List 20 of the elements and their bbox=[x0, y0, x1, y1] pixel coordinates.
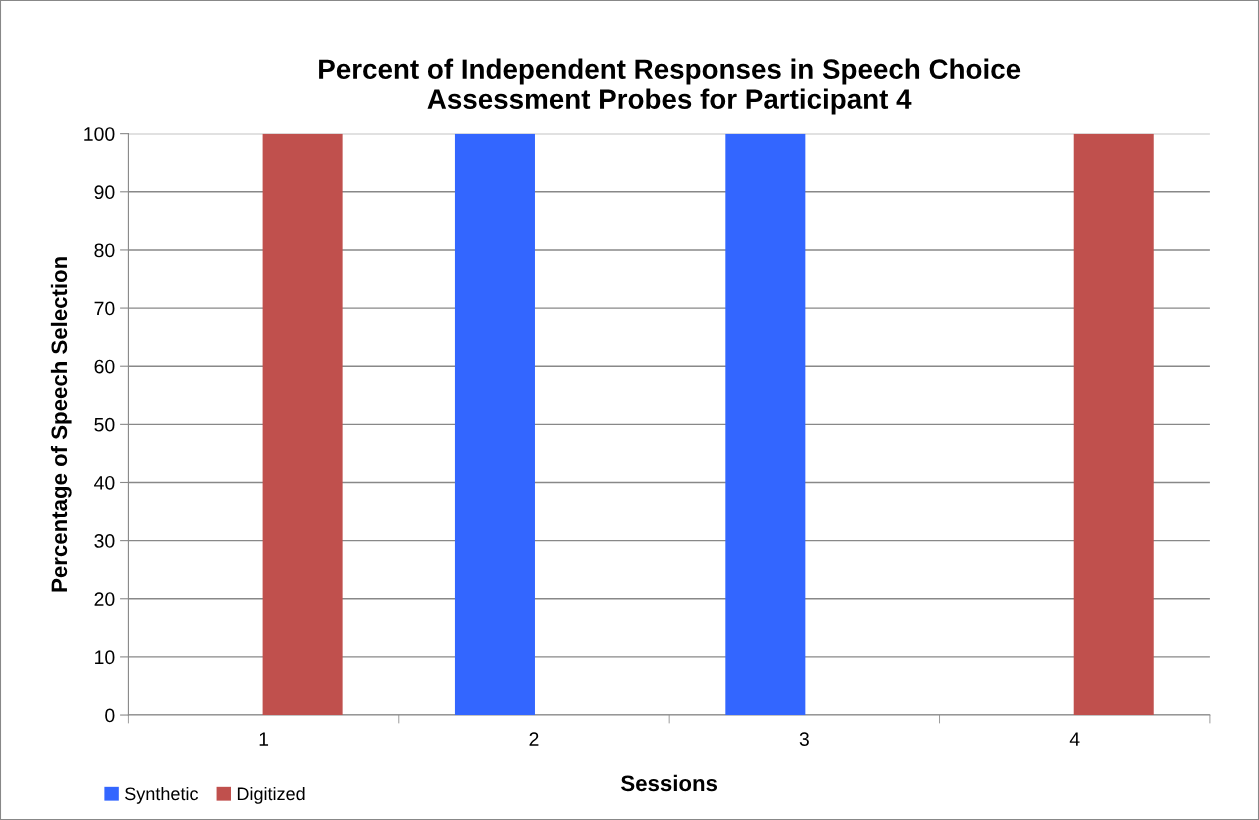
y-tick-label: 60 bbox=[94, 359, 115, 374]
x-axis-title: Sessions bbox=[621, 774, 718, 792]
legend-label: Digitized bbox=[237, 786, 305, 804]
x-tick-label: 2 bbox=[529, 732, 539, 746]
y-tick-label: 0 bbox=[105, 708, 115, 723]
x-tick-label: 3 bbox=[799, 732, 809, 746]
legend-label: Synthetic bbox=[125, 786, 199, 804]
y-tick-label: 50 bbox=[94, 417, 115, 432]
y-tick-label: 20 bbox=[94, 592, 115, 606]
y-tick-label: 70 bbox=[94, 301, 115, 316]
chart-title: Percent of Independent Responses in Speech Choice Assessment Probes for Participant 4 bbox=[319, 58, 1021, 115]
y-tick-label: 90 bbox=[94, 185, 115, 200]
y-tick-label: 10 bbox=[95, 650, 115, 665]
y-tick-label: 40 bbox=[94, 475, 115, 490]
y-tick-label: 30 bbox=[94, 534, 115, 548]
y-axis-title: Percentage of Speech Selection bbox=[50, 257, 72, 592]
y-tick-label: 100 bbox=[84, 127, 115, 141]
y-tick-label: 80 bbox=[94, 243, 115, 258]
x-tick-label: 4 bbox=[1069, 732, 1080, 746]
x-tick-label: 1 bbox=[259, 732, 269, 746]
